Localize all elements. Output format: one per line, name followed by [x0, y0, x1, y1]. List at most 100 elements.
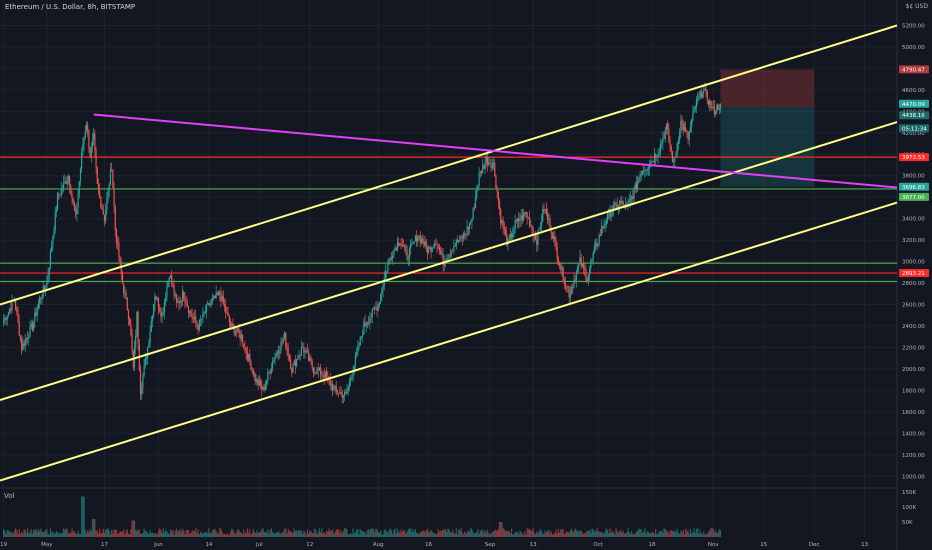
volume-bar	[392, 534, 394, 537]
candle-body	[694, 106, 696, 110]
candle-body	[700, 90, 702, 98]
volume-bar	[705, 534, 707, 537]
volume-bar	[582, 534, 585, 537]
volume-bar	[346, 529, 348, 537]
candle-body	[452, 250, 454, 252]
volume-bar	[171, 531, 173, 537]
volume-bar	[540, 530, 543, 537]
volume-bar	[295, 530, 298, 537]
candle-body	[311, 361, 313, 368]
candle-body	[187, 306, 190, 313]
candle-body	[508, 239, 510, 241]
volume-bar	[375, 528, 377, 537]
volume-bar	[320, 532, 322, 537]
volume-bar	[203, 532, 205, 537]
candle-body	[710, 100, 712, 109]
candle-body	[185, 301, 187, 304]
candle-body	[139, 369, 142, 395]
volume-bar	[287, 528, 289, 537]
candle-body	[587, 274, 589, 282]
candle-body	[425, 241, 427, 247]
volume-bar	[423, 531, 425, 537]
volume-bar	[151, 532, 154, 537]
candle-body	[71, 194, 73, 199]
volume-bar	[607, 529, 609, 537]
volume-bar	[711, 528, 713, 537]
candle-body	[217, 291, 220, 295]
candle-body	[473, 207, 475, 209]
candle-body	[114, 207, 116, 230]
volume-bar	[11, 532, 13, 537]
volume-bar	[564, 533, 567, 537]
volume-bar	[456, 534, 459, 537]
volume-bar	[581, 532, 583, 537]
volume-bar	[698, 533, 700, 537]
volume-bar	[30, 528, 32, 537]
volume-bar	[324, 534, 327, 537]
volume-bar	[614, 534, 616, 537]
candle-body	[135, 335, 137, 348]
volume-bar	[147, 533, 149, 537]
volume-bar	[528, 528, 531, 537]
candle-body	[491, 164, 493, 169]
symbol-title[interactable]: Ethereum / U.S. Dollar, 8h, BITSTAMP	[5, 3, 136, 11]
candle-body	[286, 345, 288, 349]
candle-body	[161, 314, 163, 317]
volume-bar	[485, 532, 487, 537]
volume-bar	[402, 530, 405, 537]
candle-body	[382, 285, 384, 291]
volume-bar	[49, 528, 52, 537]
volume-bar	[52, 531, 54, 537]
candle-body	[280, 341, 282, 351]
candle-body	[66, 180, 68, 185]
volume-bar	[197, 529, 199, 537]
volume-bar	[24, 530, 26, 537]
candle-body	[259, 381, 262, 386]
volume-bar	[285, 528, 287, 537]
volume-bar	[520, 531, 522, 537]
volume-bar	[418, 533, 420, 537]
candle-body	[705, 88, 707, 91]
candle-body	[117, 242, 119, 244]
volume-bar	[66, 528, 68, 537]
volume-bar	[663, 528, 665, 537]
candle-body	[24, 339, 26, 347]
candle-body	[631, 196, 633, 199]
candle-body	[175, 295, 178, 303]
volume-bar	[699, 529, 701, 537]
candle-body	[247, 353, 250, 360]
price-tick-label: 1000.00	[902, 474, 925, 480]
volume-bar	[671, 531, 674, 537]
volume-bar	[55, 531, 58, 537]
candle-body	[153, 304, 155, 316]
volume-bar	[42, 531, 44, 537]
candle-body	[462, 233, 465, 239]
candle-body	[33, 322, 35, 330]
candle-body	[240, 335, 242, 339]
candle-body	[81, 152, 83, 170]
volume-bar	[645, 533, 647, 537]
volume-bar	[9, 531, 11, 537]
candle-body	[52, 236, 54, 247]
candle-body	[456, 240, 459, 243]
volume-bar	[374, 531, 376, 537]
volume-bar	[404, 529, 406, 537]
volume-bar	[570, 528, 573, 537]
volume-bar	[437, 529, 439, 537]
candle-body	[497, 191, 499, 202]
volume-bar	[328, 528, 330, 537]
candle-body	[196, 322, 198, 325]
currency-label[interactable]: $¢ USD	[905, 3, 928, 10]
candle-body	[125, 292, 127, 299]
candle-body	[411, 243, 413, 245]
volume-bar	[602, 532, 604, 537]
candle-body	[407, 258, 409, 260]
volume-bar	[4, 530, 6, 537]
volume-bar	[593, 530, 595, 537]
candle-body	[85, 124, 88, 132]
candle-body	[57, 193, 59, 210]
volume-bar	[63, 528, 65, 537]
volume-bar	[620, 529, 622, 537]
volume-bar	[126, 529, 128, 537]
